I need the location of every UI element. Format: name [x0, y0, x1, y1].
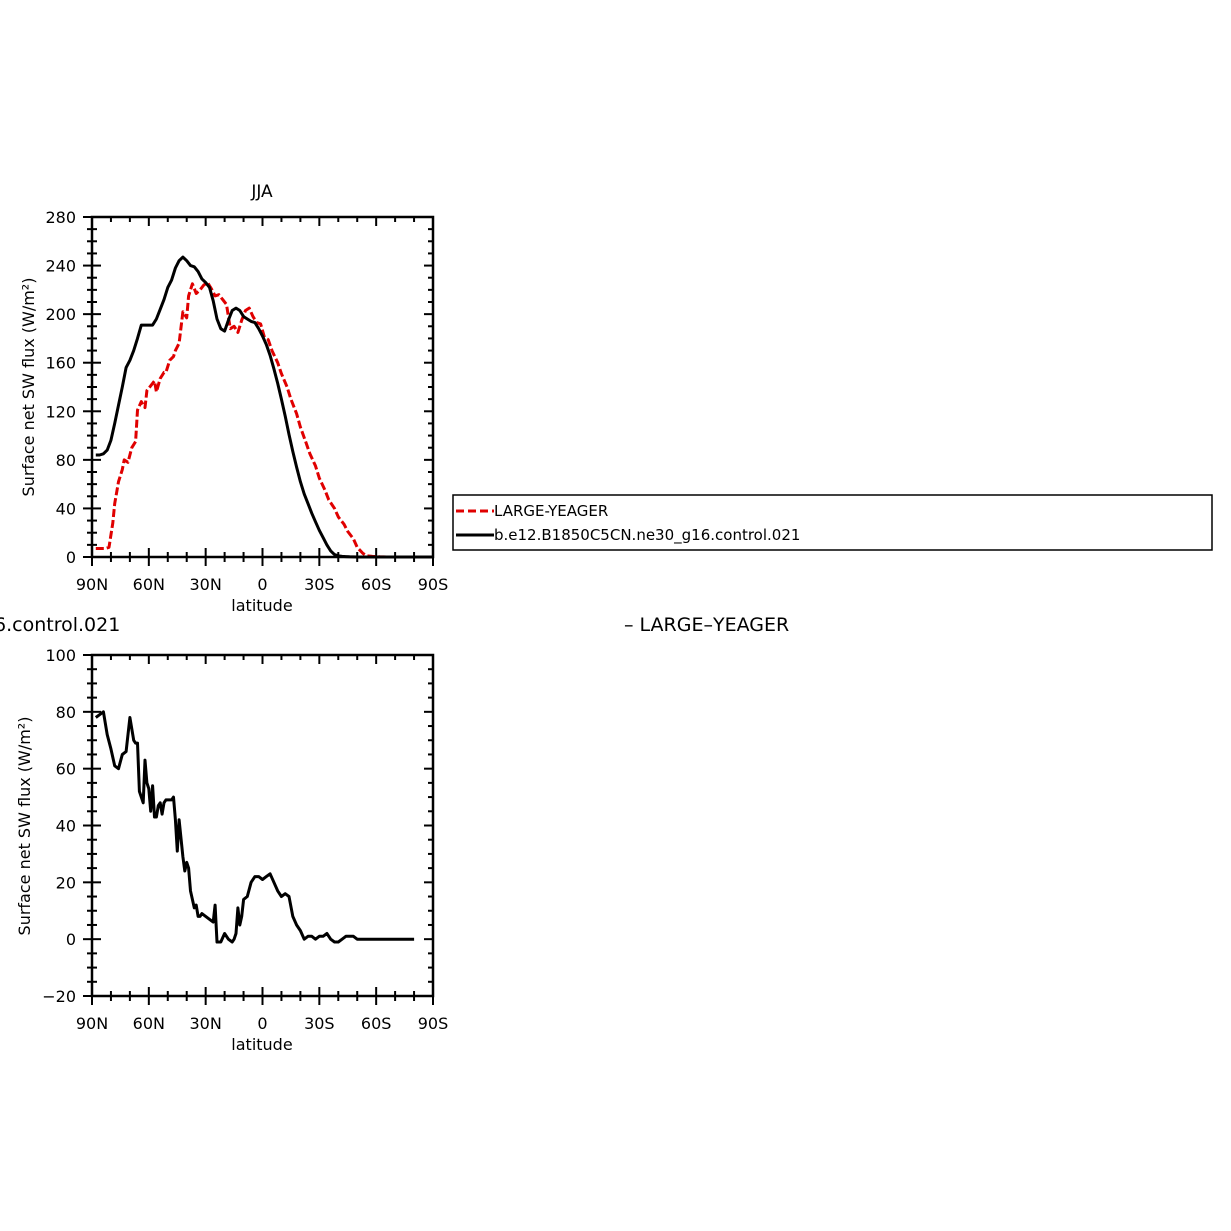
x-tick-label: 30N: [190, 575, 222, 594]
y-tick-label: 0: [66, 548, 76, 567]
bottom-plot-frame: [90, 653, 435, 998]
legend-box: [452, 494, 1213, 551]
y-tick-label: 200: [45, 305, 76, 324]
bottom-plot-ticks: [83, 654, 434, 1005]
top-plot-y-axis-title: Surface net SW flux (W/m²): [19, 278, 38, 497]
x-tick-label: 30S: [304, 575, 335, 594]
y-tick-label: 80: [56, 451, 76, 470]
y-tick-label: −20: [42, 987, 76, 1006]
x-tick-label: 30N: [190, 1014, 222, 1033]
bottom-plot-x-axis-title: latitude: [231, 1035, 292, 1054]
legend-label-large-yeager: LARGE-YEAGER: [494, 502, 608, 520]
x-tick-label: 0: [257, 1014, 267, 1033]
y-tick-label: 0: [66, 930, 76, 949]
bottom-plot-y-tick-labels: −20 0 20 40 60 80 100: [42, 646, 76, 1006]
x-tick-label: 90N: [76, 1014, 108, 1033]
x-tick-label: 60S: [361, 1014, 392, 1033]
top-plot: JJA 0 40 80 120 160 200 240 280 90N 60N 30N 0 30S 60…: [19, 182, 448, 615]
bottom-plot-x-tick-labels: 90N 60N 30N 0 30S 60S 90S: [76, 1014, 448, 1033]
y-tick-label: 60: [56, 760, 76, 779]
x-tick-label: 90N: [76, 575, 108, 594]
top-plot-series: [95, 255, 433, 559]
y-tick-label: 40: [56, 499, 76, 518]
y-tick-label: 160: [45, 354, 76, 373]
top-plot-x-tick-labels: 90N 60N 30N 0 30S 60S 90S: [76, 575, 448, 594]
top-plot-title: JJA: [250, 182, 273, 202]
y-tick-label: 80: [56, 703, 76, 722]
y-tick-label: 240: [45, 257, 76, 276]
top-plot-ticks: [83, 216, 434, 566]
bottom-plot-title-fragment: 6.control.021: [0, 614, 120, 636]
top-plot-y-tick-labels: 0 40 80 120 160 200 240 280: [45, 208, 76, 567]
y-tick-label: 20: [56, 873, 76, 892]
series-line-b-e12-b1850c5cn-ne30-g16-control-021: [95, 255, 433, 559]
bottom-plot-right-fragment: – LARGE–YEAGER: [624, 614, 789, 636]
bottom-plot: 6.control.021 – LARGE–YEAGER −20 0 20 40 60 8…: [0, 614, 789, 1054]
top-plot-frame: [90, 215, 435, 559]
x-tick-label: 90S: [418, 575, 449, 594]
bottom-plot-y-axis-title: Surface net SW flux (W/m²): [15, 717, 34, 936]
x-tick-label: 60S: [361, 575, 392, 594]
legend: LARGE-YEAGER b.e12.B1850C5CN.ne30_g16.co…: [452, 494, 1213, 551]
x-tick-label: 0: [257, 575, 267, 594]
series-line-bottom-0: [94, 710, 415, 944]
x-tick-label: 90S: [418, 1014, 449, 1033]
y-tick-label: 40: [56, 817, 76, 836]
x-tick-label: 60N: [133, 575, 165, 594]
bottom-plot-series: [94, 710, 415, 944]
series-line-large-yeager: [95, 281, 433, 559]
x-tick-label: 60N: [133, 1014, 165, 1033]
y-tick-label: 120: [45, 402, 76, 421]
top-plot-x-axis-title: latitude: [231, 596, 292, 615]
legend-label-control: b.e12.B1850C5CN.ne30_g16.control.021: [494, 526, 800, 545]
y-tick-label: 280: [45, 208, 76, 227]
y-tick-label: 100: [45, 646, 76, 665]
x-tick-label: 30S: [304, 1014, 335, 1033]
